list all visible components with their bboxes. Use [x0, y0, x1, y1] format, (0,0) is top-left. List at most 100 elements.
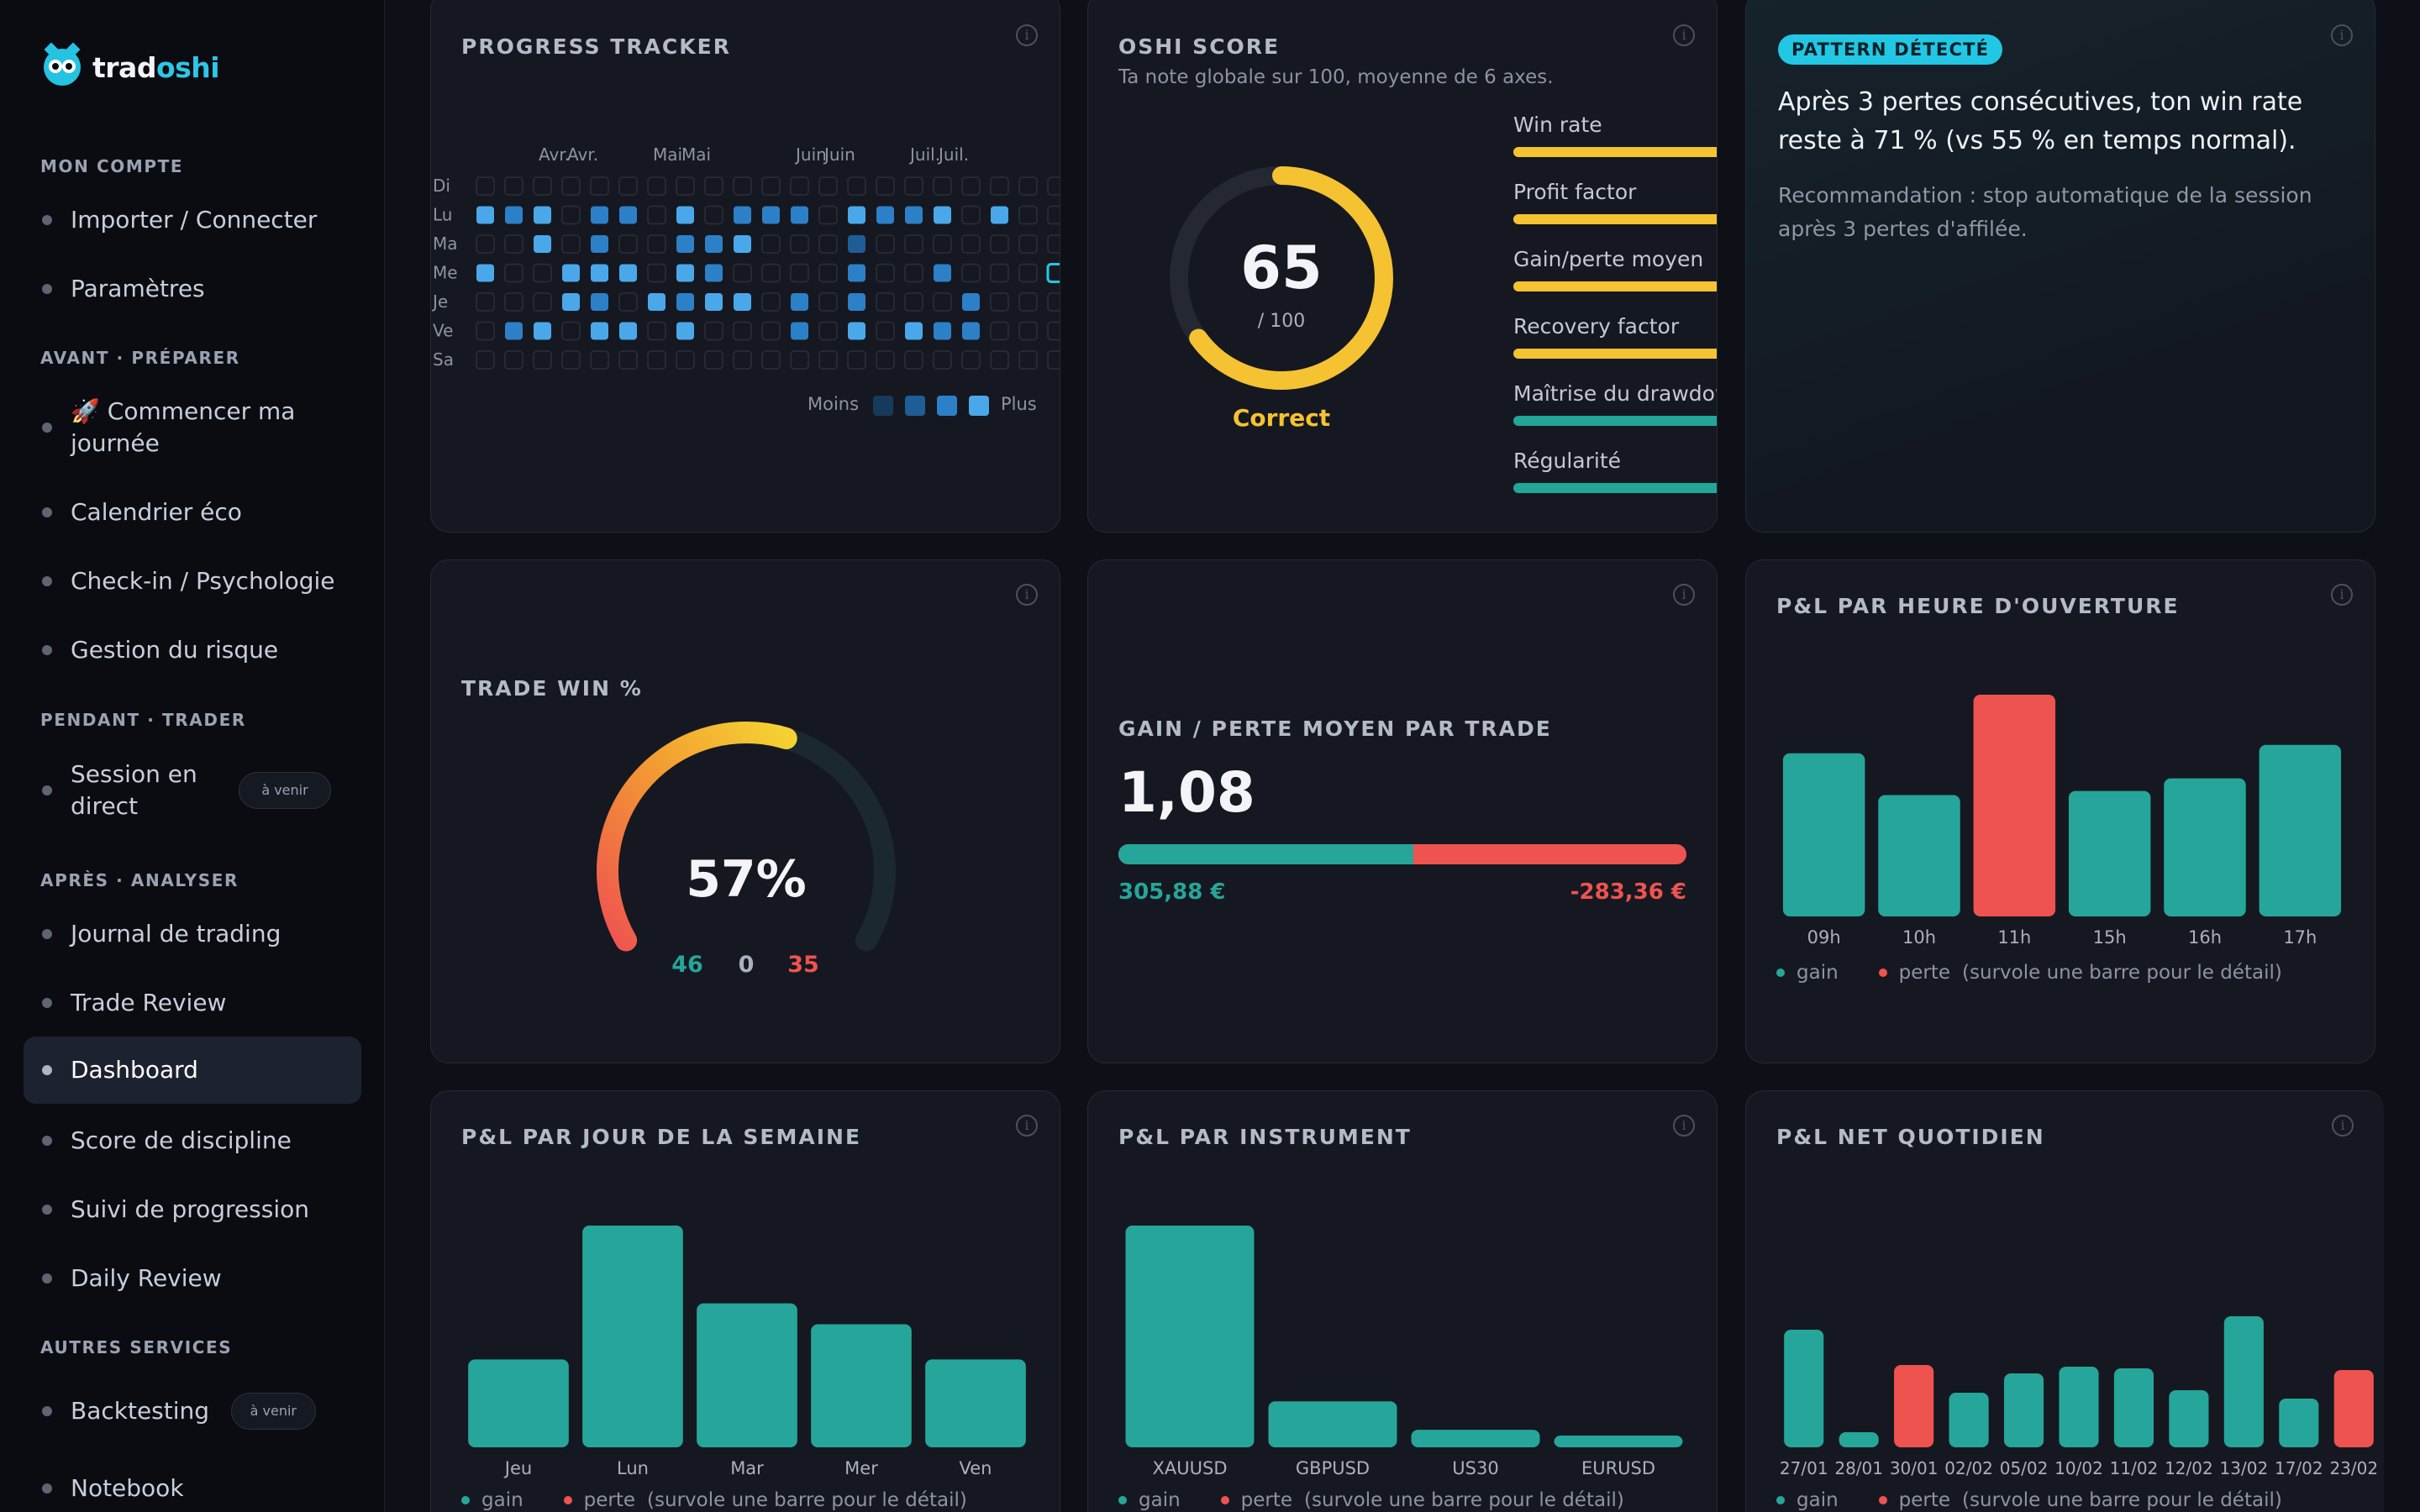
- heatmap-cell[interactable]: [762, 206, 780, 224]
- heatmap-cell[interactable]: [848, 206, 865, 224]
- heatmap-cell[interactable]: [876, 263, 895, 283]
- heatmap-cell[interactable]: [990, 176, 1009, 196]
- nav-item-trade-review[interactable]: Trade Review: [24, 986, 361, 1020]
- heatmap-cell[interactable]: [676, 350, 695, 370]
- heatmap-cell[interactable]: [961, 234, 981, 254]
- heatmap-cell[interactable]: [876, 321, 895, 341]
- heatmap-cell[interactable]: [1047, 350, 1060, 370]
- heatmap-cell[interactable]: [1018, 176, 1038, 196]
- nav-item-session[interactable]: Session en direct à venir: [24, 754, 361, 827]
- chart-bar[interactable]: [1782, 753, 1865, 916]
- heatmap-cell[interactable]: [704, 205, 723, 225]
- heatmap-cell[interactable]: [647, 176, 666, 196]
- heatmap-cell[interactable]: [476, 350, 495, 370]
- heatmap-cell[interactable]: [848, 264, 865, 282]
- heatmap-cell[interactable]: [818, 234, 838, 254]
- chart-bar[interactable]: [1973, 695, 2056, 916]
- heatmap-cell[interactable]: [476, 206, 494, 224]
- nav-item-checkin[interactable]: Check-in / Psychologie: [24, 564, 361, 598]
- heatmap-cell[interactable]: [1018, 321, 1038, 341]
- heatmap-cell[interactable]: [534, 206, 551, 224]
- heatmap-cell[interactable]: [476, 292, 495, 312]
- heatmap-cell[interactable]: [705, 235, 723, 253]
- heatmap-cell[interactable]: [761, 321, 781, 341]
- chart-bar[interactable]: [1554, 1436, 1683, 1447]
- heatmap-cell[interactable]: [619, 322, 637, 340]
- heatmap-cell[interactable]: [734, 206, 751, 224]
- heatmap-cell[interactable]: [818, 205, 838, 225]
- heatmap-cell[interactable]: [934, 206, 951, 224]
- heatmap-cell[interactable]: [704, 350, 723, 370]
- heatmap-cell[interactable]: [591, 264, 608, 282]
- heatmap-cell[interactable]: [1047, 292, 1060, 312]
- heatmap-cell[interactable]: [1018, 234, 1038, 254]
- heatmap-cell[interactable]: [676, 293, 694, 311]
- heatmap-cell[interactable]: [561, 234, 581, 254]
- heatmap-cell[interactable]: [961, 263, 981, 283]
- heatmap-cell[interactable]: [591, 235, 608, 253]
- heatmap-cell[interactable]: [991, 206, 1008, 224]
- heatmap-cell[interactable]: [934, 264, 951, 282]
- heatmap-cell[interactable]: [990, 321, 1009, 341]
- heatmap-cell[interactable]: [619, 206, 637, 224]
- heatmap-cell[interactable]: [476, 321, 495, 341]
- heatmap-cell[interactable]: [790, 350, 809, 370]
- chart-bar[interactable]: [697, 1303, 797, 1447]
- chart-bar[interactable]: [2059, 1367, 2099, 1447]
- nav-item-commencer[interactable]: 🚀 Commencer ma journée: [24, 395, 301, 460]
- heatmap-cell[interactable]: [504, 176, 523, 196]
- heatmap-cell[interactable]: [561, 321, 581, 341]
- heatmap-cell[interactable]: [734, 293, 751, 311]
- heatmap-cell[interactable]: [933, 234, 952, 254]
- heatmap-cell[interactable]: [761, 263, 781, 283]
- heatmap-cell[interactable]: [761, 350, 781, 370]
- heatmap-cell[interactable]: [647, 350, 666, 370]
- nav-item-dashboard[interactable]: Dashboard: [24, 1037, 361, 1104]
- heatmap-cell[interactable]: [791, 293, 808, 311]
- heatmap-cell[interactable]: [990, 263, 1009, 283]
- nav-item-backtesting[interactable]: Backtesting à venir: [24, 1386, 361, 1436]
- chart-bar[interactable]: [2003, 1373, 2044, 1447]
- heatmap-cell[interactable]: [905, 206, 923, 224]
- chart-bar[interactable]: [1878, 795, 1960, 916]
- heatmap-cell[interactable]: [647, 263, 666, 283]
- heatmap-cell[interactable]: [733, 350, 752, 370]
- heatmap-cell[interactable]: [533, 292, 552, 312]
- heatmap-cell[interactable]: [818, 321, 838, 341]
- heatmap-cell[interactable]: [990, 234, 1009, 254]
- chart-bar[interactable]: [582, 1226, 683, 1447]
- heatmap-cell[interactable]: [876, 292, 895, 312]
- chart-bar[interactable]: [1125, 1226, 1255, 1447]
- heatmap-cell[interactable]: [818, 176, 838, 196]
- heatmap-cell[interactable]: [1018, 292, 1038, 312]
- heatmap-cell[interactable]: [648, 293, 666, 311]
- heatmap-cell[interactable]: [962, 293, 980, 311]
- chart-bar[interactable]: [2113, 1368, 2154, 1447]
- heatmap-cell[interactable]: [676, 176, 695, 196]
- heatmap-cell[interactable]: [704, 321, 723, 341]
- heatmap-cell[interactable]: [590, 176, 609, 196]
- heatmap-cell[interactable]: [505, 206, 523, 224]
- chart-bar[interactable]: [1784, 1330, 1824, 1447]
- heatmap-cell[interactable]: [904, 234, 923, 254]
- info-icon[interactable]: i: [1673, 1115, 1695, 1137]
- heatmap-cell[interactable]: [905, 322, 923, 340]
- heatmap-cell[interactable]: [591, 293, 608, 311]
- heatmap-cell[interactable]: [591, 206, 608, 224]
- heatmap-cell[interactable]: [619, 264, 637, 282]
- heatmap-cell[interactable]: [904, 176, 923, 196]
- heatmap-cell[interactable]: [933, 292, 952, 312]
- heatmap-cell[interactable]: [761, 176, 781, 196]
- heatmap-cell[interactable]: [534, 235, 551, 253]
- info-icon[interactable]: i: [2331, 584, 2353, 606]
- heatmap-cell[interactable]: [818, 292, 838, 312]
- heatmap-cell[interactable]: [818, 263, 838, 283]
- heatmap-cell[interactable]: [591, 322, 608, 340]
- heatmap-cell[interactable]: [1018, 350, 1038, 370]
- heatmap-cell[interactable]: [476, 264, 494, 282]
- chart-bar[interactable]: [2259, 744, 2342, 916]
- heatmap-cell[interactable]: [791, 322, 808, 340]
- heatmap-cell[interactable]: [733, 176, 752, 196]
- heatmap-cell[interactable]: [961, 205, 981, 225]
- heatmap-cell[interactable]: [876, 176, 895, 196]
